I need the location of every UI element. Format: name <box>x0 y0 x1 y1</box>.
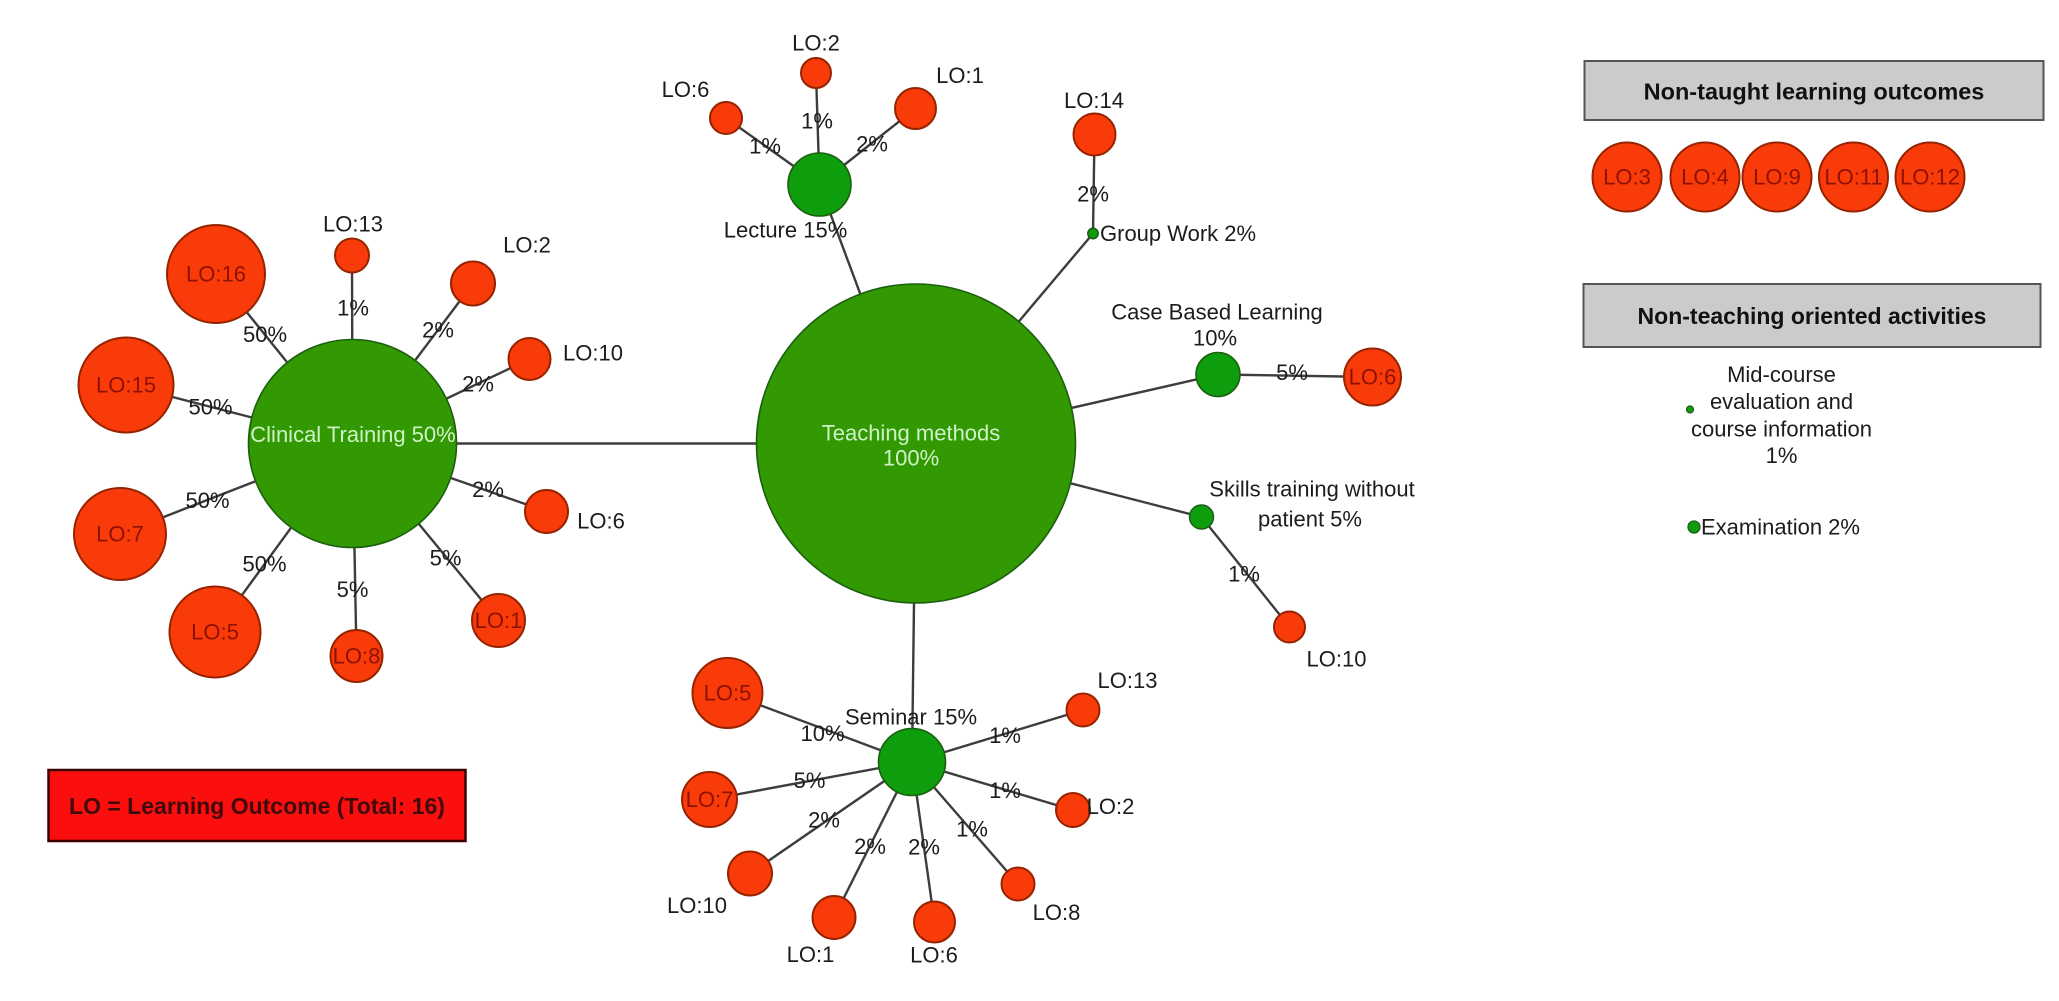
svg-text:Seminar 15%: Seminar 15% <box>845 705 977 730</box>
svg-text:5%: 5% <box>430 546 462 571</box>
svg-text:5%: 5% <box>1276 360 1308 385</box>
svg-text:LO:2: LO:2 <box>792 31 840 56</box>
svg-text:50%: 50% <box>185 488 229 513</box>
svg-text:LO:1: LO:1 <box>936 63 984 88</box>
svg-text:5%: 5% <box>794 768 826 793</box>
svg-text:2%: 2% <box>1077 182 1109 207</box>
svg-text:LO:10: LO:10 <box>667 893 727 918</box>
svg-text:100%: 100% <box>883 446 939 471</box>
svg-text:Mid-course: Mid-course <box>1727 362 1836 387</box>
svg-text:50%: 50% <box>242 552 286 577</box>
svg-text:5%: 5% <box>337 577 369 602</box>
svg-text:2%: 2% <box>808 808 840 833</box>
svg-text:LO:4: LO:4 <box>1681 165 1729 190</box>
svg-text:1%: 1% <box>749 134 781 159</box>
svg-text:1%: 1% <box>1766 443 1798 468</box>
svg-text:LO:5: LO:5 <box>191 620 239 645</box>
svg-text:1%: 1% <box>956 817 988 842</box>
svg-text:LO:9: LO:9 <box>1753 165 1801 190</box>
svg-text:1%: 1% <box>989 723 1021 748</box>
svg-text:10%: 10% <box>800 721 844 746</box>
svg-text:1%: 1% <box>801 109 833 134</box>
svg-text:50%: 50% <box>243 322 287 347</box>
svg-text:Teaching methods: Teaching methods <box>822 421 1001 446</box>
svg-text:LO:13: LO:13 <box>1098 668 1158 693</box>
svg-text:LO:6: LO:6 <box>1349 365 1397 390</box>
svg-text:LO:8: LO:8 <box>1033 900 1081 925</box>
svg-text:2%: 2% <box>854 834 886 859</box>
svg-text:LO:11: LO:11 <box>1824 165 1882 190</box>
svg-text:Case Based Learning: Case Based Learning <box>1111 300 1323 325</box>
svg-text:patient 5%: patient 5% <box>1258 507 1362 532</box>
svg-text:LO:7: LO:7 <box>96 522 144 547</box>
svg-text:1%: 1% <box>1228 562 1260 587</box>
svg-text:evaluation and: evaluation and <box>1710 389 1853 414</box>
svg-text:Group Work 2%: Group Work 2% <box>1100 221 1256 246</box>
svg-text:LO:12: LO:12 <box>1900 165 1960 190</box>
svg-text:2%: 2% <box>472 477 504 502</box>
svg-text:Skills training without: Skills training without <box>1209 477 1414 502</box>
svg-text:LO:3: LO:3 <box>1603 165 1651 190</box>
svg-text:LO:1: LO:1 <box>475 608 523 633</box>
svg-text:LO:15: LO:15 <box>96 373 156 398</box>
svg-text:LO:7: LO:7 <box>686 787 734 812</box>
svg-text:LO:6: LO:6 <box>662 77 710 102</box>
svg-text:2%: 2% <box>422 318 454 343</box>
svg-text:2%: 2% <box>908 835 940 860</box>
svg-text:10%: 10% <box>1193 326 1237 351</box>
svg-text:Examination 2%: Examination 2% <box>1701 515 1860 540</box>
svg-text:LO:5: LO:5 <box>704 681 752 706</box>
svg-text:Non-teaching oriented activiti: Non-teaching oriented activities <box>1638 303 1987 329</box>
svg-text:LO:1: LO:1 <box>787 942 835 967</box>
svg-text:LO:6: LO:6 <box>910 943 958 968</box>
svg-text:Clinical Training 50%: Clinical Training 50% <box>250 422 455 447</box>
svg-text:course information: course information <box>1691 417 1872 442</box>
svg-text:1%: 1% <box>337 296 369 321</box>
svg-text:LO:8: LO:8 <box>333 644 381 669</box>
svg-text:50%: 50% <box>188 395 232 420</box>
svg-text:LO:14: LO:14 <box>1064 88 1124 113</box>
svg-text:LO:6: LO:6 <box>577 509 625 534</box>
svg-text:LO:16: LO:16 <box>186 262 246 287</box>
svg-text:2%: 2% <box>856 132 888 157</box>
svg-text:LO:13: LO:13 <box>323 212 383 237</box>
svg-text:LO:2: LO:2 <box>1087 794 1135 819</box>
svg-text:Lecture 15%: Lecture 15% <box>724 218 848 243</box>
svg-text:LO:2: LO:2 <box>503 233 551 258</box>
svg-text:1%: 1% <box>989 778 1021 803</box>
svg-text:Non-taught learning outcomes: Non-taught learning outcomes <box>1644 79 1985 105</box>
svg-text:2%: 2% <box>462 372 494 397</box>
svg-text:LO = Learning Outcome (Total:: LO = Learning Outcome (Total: 16) <box>69 793 445 819</box>
svg-text:LO:10: LO:10 <box>1307 647 1367 672</box>
svg-text:LO:10: LO:10 <box>563 341 623 366</box>
